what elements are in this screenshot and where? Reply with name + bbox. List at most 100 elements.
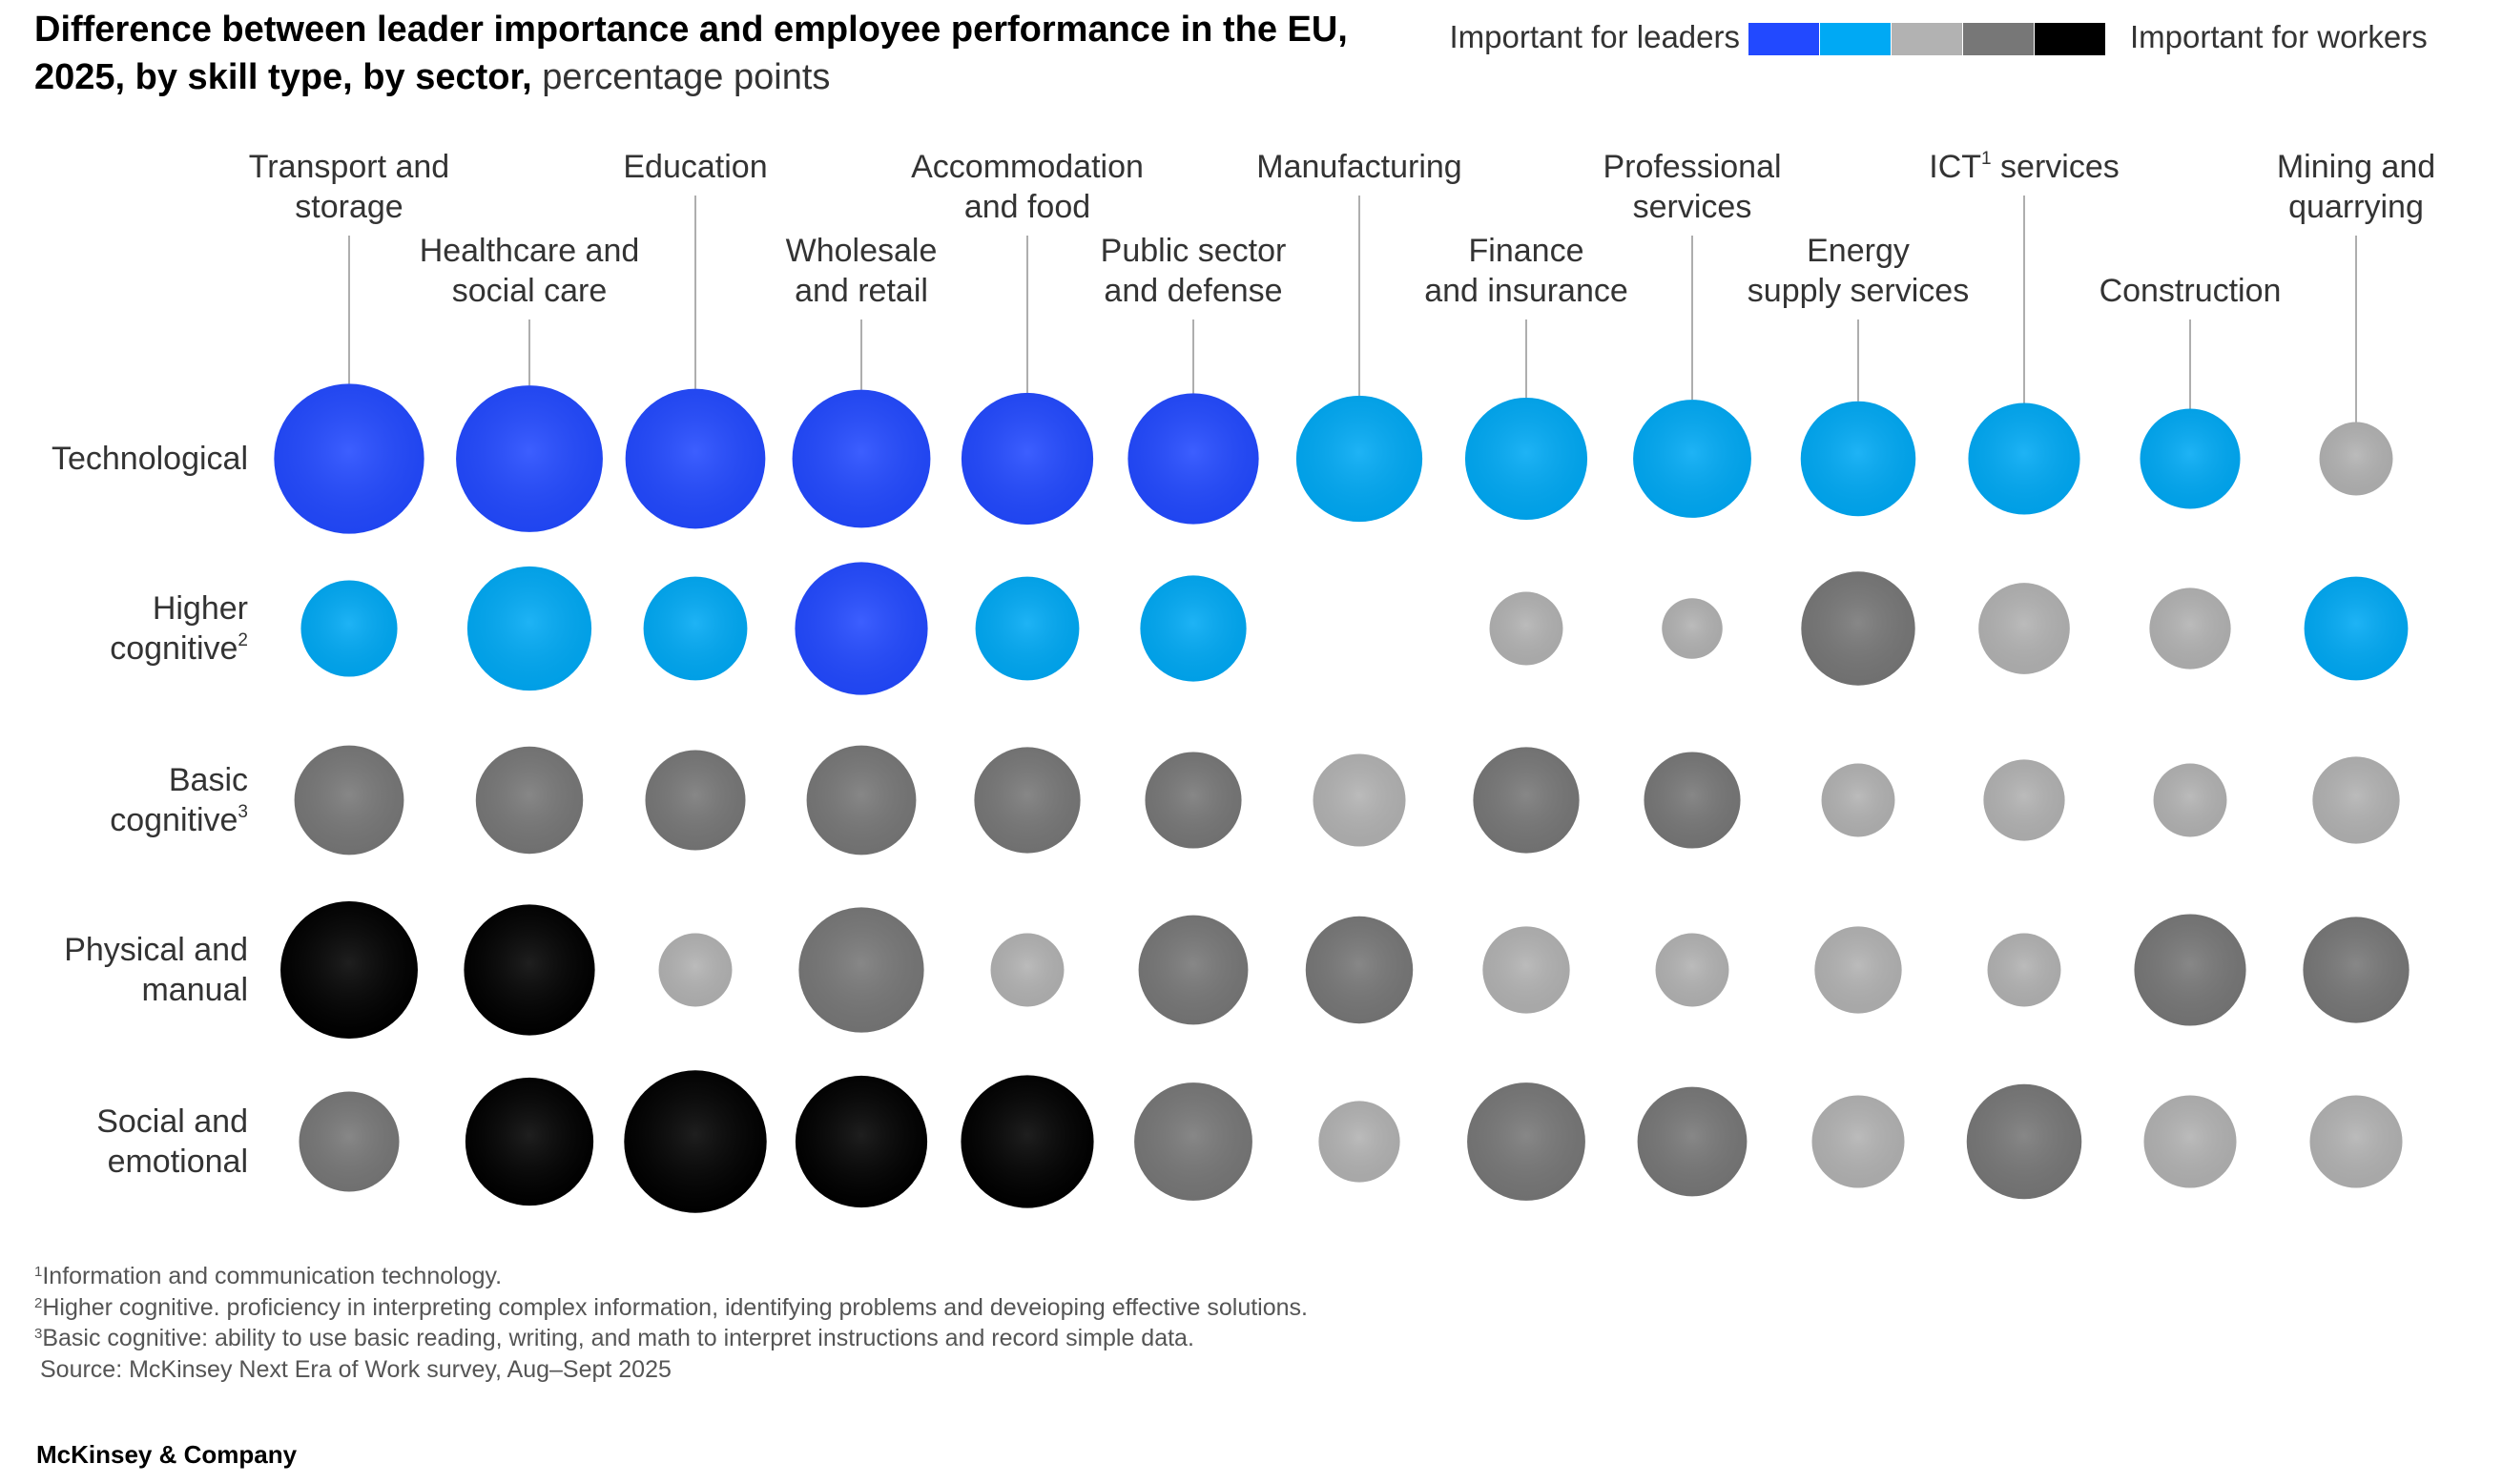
legend-swatch-4	[1963, 23, 2034, 55]
bubble-shading	[1978, 583, 2070, 674]
column-label-mining-and-quarrying-line1: Mining and	[2277, 149, 2435, 185]
footnotes: 1Information and communication technolog…	[34, 1261, 1751, 1385]
legend-label-leaders: Important for leaders	[1449, 19, 1740, 54]
bubble-shading	[1637, 1086, 1748, 1197]
bubble-shading	[1968, 402, 2080, 515]
bubble-shading	[2140, 408, 2241, 509]
bubble-shading	[658, 933, 733, 1007]
row-label-technological: Technological	[52, 441, 248, 477]
bubble-shading	[300, 580, 398, 677]
bubble-shading	[792, 389, 931, 528]
bubble-shading	[1127, 393, 1259, 525]
column-label-public-sector-and-defense-line2: and defense	[1104, 273, 1282, 309]
bubble-shading	[1134, 1082, 1252, 1201]
bubble-shading	[294, 745, 404, 855]
bubble-shading	[280, 901, 418, 1039]
bubble-shading	[1145, 752, 1242, 849]
bubble-shading	[645, 750, 746, 851]
column-label-manufacturing: Manufacturing	[1256, 149, 1461, 185]
row-label-social-and-emotional-line1: Social and	[96, 1103, 248, 1140]
column-label-finance-and-insurance-line1: Finance	[1469, 233, 1584, 269]
column-label-accommodation-and-food-line1: Accommodation	[911, 149, 1144, 185]
bubble-shading	[1800, 401, 1916, 517]
bubble-shading	[1987, 933, 2061, 1007]
bubble-shading	[475, 746, 584, 855]
bubble-shading	[798, 907, 924, 1033]
bubble-shading	[464, 904, 595, 1036]
bubble-shading	[961, 392, 1094, 526]
bubble-shading	[961, 1075, 1094, 1208]
column-label-energy-supply-services-line2: supply services	[1748, 273, 1969, 309]
column-label-finance-and-insurance-line2: and insurance	[1424, 273, 1628, 309]
footnote-2-text: Higher cognitive. proficiency in interpr…	[42, 1293, 1308, 1321]
column-label-professional-services-line1: Professional	[1603, 149, 1781, 185]
bubble-shading	[1318, 1101, 1400, 1183]
bubble-shading	[990, 933, 1065, 1007]
column-label-energy-supply-services-line1: Energy	[1807, 233, 1910, 269]
column-label-wholesale-and-retail-line1: Wholesale	[786, 233, 938, 269]
bubble-shading	[2149, 587, 2231, 670]
bubble-shading	[1644, 752, 1741, 849]
bubble-shading	[1814, 926, 1902, 1014]
bubble-shading	[465, 1077, 594, 1206]
bubble-shading	[1821, 763, 1895, 837]
bubble-shading	[975, 576, 1080, 681]
chart-title: Difference between leader importance and…	[34, 6, 1389, 101]
column-label-transport-and-storage-line2: storage	[295, 189, 403, 225]
bubble-shading	[625, 388, 766, 529]
column-label-public-sector-and-defense-line1: Public sector	[1101, 233, 1287, 269]
row-label-higher-cognitive-line1: Higher	[153, 590, 248, 627]
bubble-shading	[2309, 1095, 2403, 1188]
bubble-shading	[1313, 753, 1406, 847]
column-label-mining-and-quarrying-line2: quarrying	[2288, 189, 2424, 225]
bubble-shading	[795, 1075, 928, 1208]
legend-swatch-5	[2035, 23, 2105, 55]
column-label-professional-services-line2: services	[1633, 189, 1752, 225]
footnote-1-marker: 1	[34, 1264, 43, 1280]
bubble-shading	[2143, 1095, 2237, 1188]
row-label-basic-cognitive-line2: cognitive3	[110, 802, 248, 838]
bubble-shading	[1489, 591, 1563, 666]
bubble-shading	[2312, 756, 2400, 844]
bubble-shading	[1295, 395, 1423, 523]
bubble-shading	[1983, 759, 2065, 841]
bubble-shading	[1966, 1083, 2082, 1200]
bubble-shading	[974, 747, 1081, 854]
footnote-1-text: Information and communication technology…	[42, 1263, 503, 1289]
bubble-shading	[2304, 576, 2409, 681]
bubble-shading	[1467, 1082, 1585, 1201]
bubble-matrix-chart: Transport and storage Healthcare and social…	[52, 149, 2435, 1213]
bubble-shading	[1473, 747, 1580, 854]
bubble-shading	[1801, 571, 1915, 686]
column-label-education: Education	[623, 149, 767, 185]
footnote-1: 1Information and communication technolog…	[34, 1261, 1751, 1292]
footnote-3-text: Basic cognitive: ability to use basic re…	[42, 1325, 1194, 1351]
bubble-shading	[1662, 598, 1723, 659]
bubble-shading	[1138, 915, 1249, 1025]
chart-title-main: Difference between leader importance and…	[34, 10, 1348, 97]
column-label-accommodation-and-food-line2: and food	[964, 189, 1090, 225]
bubble-shading	[1140, 575, 1247, 682]
column-label-healthcare-and-social-care-line2: social care	[452, 273, 608, 309]
row-label-higher-cognitive-line2: cognitive2	[110, 630, 248, 667]
bubble-shading	[1305, 916, 1414, 1024]
bubble-shading	[624, 1070, 767, 1213]
brand-logo: McKinsey & Company	[36, 1440, 298, 1469]
bubble-shading	[2134, 914, 2246, 1026]
legend-swatch-1	[1748, 23, 1819, 55]
bubble-shading	[1464, 397, 1588, 521]
bubble-shading	[299, 1091, 400, 1192]
chart-title-unit: percentage points	[542, 57, 831, 97]
legend-swatch-2	[1820, 23, 1891, 55]
footnote-3-marker: 3	[34, 1326, 43, 1342]
column-label-ict-services: ICT1 services	[1929, 149, 2120, 185]
bubble-shading	[1655, 933, 1729, 1007]
row-label-physical-and-manual-line2: manual	[141, 972, 248, 1008]
footnote-2: 2Higher cognitive. proficiency in interp…	[34, 1292, 1751, 1324]
column-label-wholesale-and-retail-line2: and retail	[795, 273, 928, 309]
bubble-shading	[2303, 917, 2410, 1023]
row-label-social-and-emotional-line2: emotional	[108, 1144, 248, 1180]
source-note: Source: McKinsey Next Era of Work survey…	[40, 1355, 672, 1383]
bubble-shading	[466, 566, 592, 691]
column-label-transport-and-storage-line1: Transport and	[249, 149, 449, 185]
